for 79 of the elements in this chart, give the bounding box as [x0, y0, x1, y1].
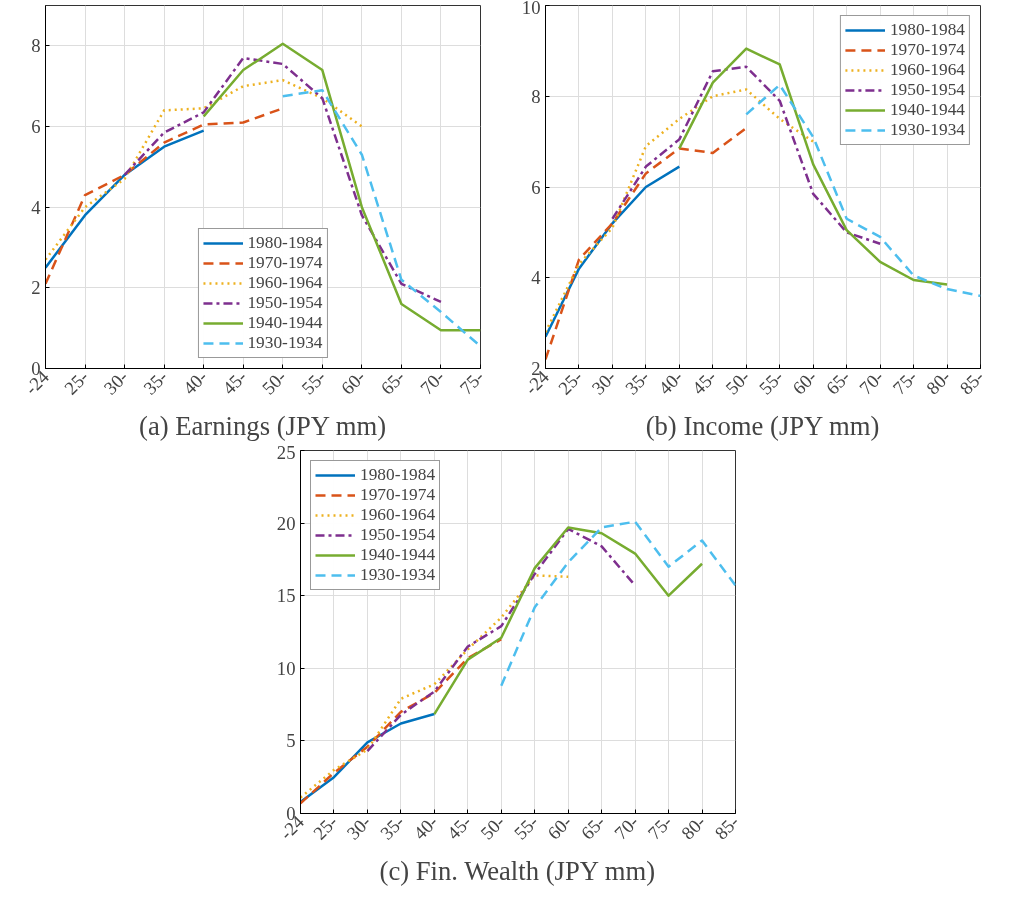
legend-label: 1950-1954 [889, 80, 965, 100]
x-tick-label: 40- [178, 366, 212, 399]
x-tick-label: 35- [139, 366, 172, 399]
y-tick-label: 20 [276, 512, 296, 534]
x-tick-label: 35- [620, 366, 654, 399]
y-tick-label: 6 [31, 116, 41, 137]
x-tick-label: 50- [257, 366, 291, 399]
x-tick-label: 85- [955, 366, 988, 399]
text: (c) Fin. Wealth (JPY mm) [379, 855, 656, 886]
y-tick-label: 8 [531, 85, 541, 107]
line-series [500, 520, 736, 687]
x-tick-label: 80- [922, 366, 955, 399]
y-tick-label: 10 [521, 0, 541, 18]
y-tick-label: 4 [31, 196, 42, 218]
legend-label: 1940-1944 [360, 545, 436, 565]
x-tick-label: 60- [788, 366, 821, 399]
x-tick-label: 65- [576, 811, 610, 844]
x-tick-label: 40- [654, 366, 687, 399]
x-tick-label: 30- [99, 366, 133, 399]
x-tick-label: 50- [476, 811, 509, 844]
line-series [611, 65, 882, 245]
x-tick-label: 70- [855, 366, 888, 399]
legend-label: 1980-1984 [360, 465, 436, 485]
x-tick-label: 40- [409, 811, 442, 844]
line-series [202, 42, 481, 332]
y-tick-label: 2 [31, 277, 41, 299]
line-series [545, 126, 748, 361]
x-tick-label: 70- [415, 366, 449, 399]
line-series [545, 88, 815, 334]
legend-label: 1950-1954 [360, 525, 436, 545]
x-tick-label: 30- [587, 366, 620, 399]
text: (b) Income (JPY mm) [645, 410, 880, 441]
y-tick-label: 15 [276, 585, 296, 607]
x-tick-label: 50- [721, 366, 754, 399]
line-series [433, 526, 704, 716]
x-tick-label: 60- [336, 366, 370, 399]
legend-label: 1970-1974 [247, 253, 323, 273]
y-tick-label: 4 [531, 267, 542, 289]
legend-label: 1980-1984 [247, 233, 323, 253]
x-tick-label: 80- [677, 811, 710, 844]
legend-label: 1980-1984 [889, 20, 965, 40]
x-tick-label: 55- [754, 366, 788, 399]
x-tick-label: 25- [553, 366, 587, 399]
text: (a) Earnings (JPY mm) [139, 410, 387, 441]
x-tick-label: 55- [509, 811, 543, 844]
legend-label: 1960-1964 [889, 60, 965, 80]
x-tick-label: 65- [376, 366, 409, 399]
x-tick-label: 65- [821, 366, 855, 399]
x-tick-label: 35- [375, 811, 409, 844]
line-series [745, 83, 981, 298]
legend-label: 1940-1944 [889, 100, 965, 120]
x-tick-label: 55- [297, 366, 330, 399]
legend-label: 1930-1934 [360, 565, 436, 585]
x-tick-label: 60- [543, 811, 576, 844]
y-tick-label: 10 [276, 657, 296, 679]
x-tick-label: 75- [643, 811, 677, 844]
legend-label: 1940-1944 [247, 313, 323, 333]
y-tick-label: 6 [531, 176, 541, 198]
x-tick-label: 25- [60, 366, 93, 399]
legend-label: 1970-1974 [889, 40, 965, 60]
legend-label: 1970-1974 [360, 485, 436, 505]
x-tick-label: 45- [442, 811, 476, 844]
legend-label: 1930-1934 [247, 333, 323, 353]
line-series [300, 638, 503, 805]
x-tick-label: 25- [308, 811, 342, 844]
x-tick-label: 85- [710, 811, 743, 844]
x-tick-label: 45- [218, 366, 251, 399]
y-tick-label: 5 [286, 730, 296, 752]
y-tick-label: 8 [31, 35, 41, 57]
x-tick-label: 75- [455, 366, 488, 399]
x-tick-label: 30- [342, 811, 375, 844]
x-tick-label: 75- [888, 366, 922, 399]
legend-label: 1950-1954 [247, 293, 323, 313]
legend-label: 1930-1934 [889, 120, 965, 140]
y-tick-label: 25 [276, 441, 296, 463]
legend-label: 1960-1964 [360, 505, 436, 525]
legend-label: 1960-1964 [247, 273, 323, 293]
x-tick-label: 70- [610, 811, 643, 844]
x-tick-label: 45- [687, 366, 721, 399]
